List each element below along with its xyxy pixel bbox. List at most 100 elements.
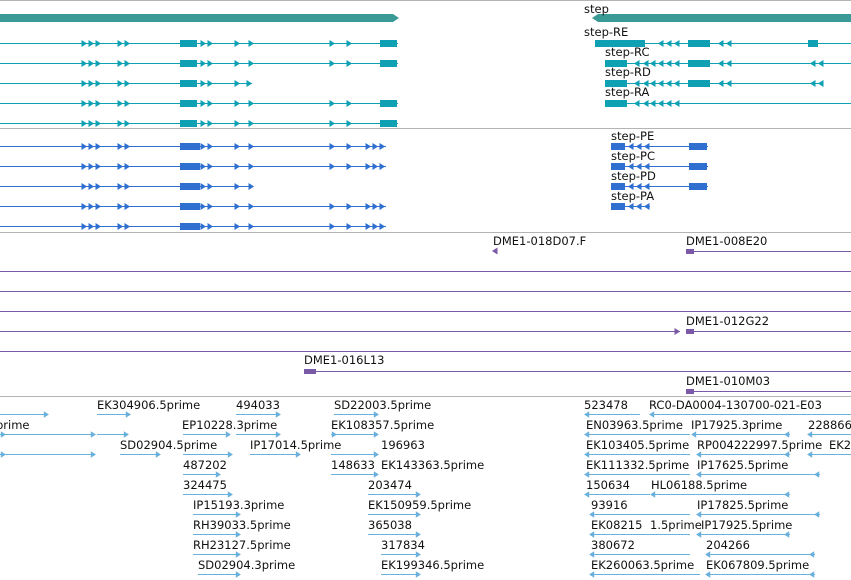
strand-arrow-right (95, 80, 102, 87)
strand-arrow-right (234, 40, 241, 47)
gene-bar-left[interactable] (0, 14, 399, 22)
est-label: EK067809.5prime (706, 558, 809, 572)
exon-block[interactable] (611, 163, 625, 170)
strand-arrow-right (88, 80, 95, 87)
est-label: 1.5prime (650, 518, 702, 532)
strand-arrow-right (95, 100, 102, 107)
clone-end[interactable] (304, 369, 316, 374)
exon-block[interactable] (380, 120, 397, 127)
exon-block[interactable] (611, 183, 625, 190)
exon-block[interactable] (380, 60, 397, 67)
strand-arrow-right (235, 531, 241, 538)
exon-block[interactable] (180, 163, 200, 170)
exon-block[interactable] (180, 143, 200, 150)
strand-arrow-right (81, 183, 88, 190)
strand-arrow-right (124, 143, 131, 150)
est-label: 487202 (183, 458, 227, 472)
strand-arrow-left (642, 60, 649, 67)
strand-arrow-left (814, 511, 820, 518)
clone-end[interactable] (686, 329, 694, 334)
exon-block[interactable] (180, 203, 200, 210)
strand-arrow-left (635, 143, 642, 150)
protein-label-step-pa: step-PA (611, 189, 654, 203)
exon-block[interactable] (605, 100, 627, 107)
est-label: 93916 (591, 498, 628, 512)
strand-arrow-right (365, 163, 372, 170)
strand-arrow-right (372, 203, 379, 210)
exon-block[interactable] (689, 163, 707, 170)
strand-arrow-left (491, 247, 498, 255)
strand-arrow-right (88, 60, 95, 67)
exon-block[interactable] (689, 183, 707, 190)
strand-arrow-right (365, 203, 372, 210)
strand-arrow-right (346, 223, 353, 230)
strand-arrow-left (633, 60, 640, 67)
strand-arrow-right (329, 223, 336, 230)
strand-arrow-right (234, 100, 241, 107)
est-label: EK08215 (591, 518, 642, 532)
strand-arrow-right (346, 60, 353, 67)
strand-arrow-left (584, 471, 590, 478)
strand-arrow-left (784, 531, 790, 538)
strand-arrow-right (117, 80, 124, 87)
exon-block[interactable] (180, 223, 200, 230)
strand-arrow-left (584, 491, 590, 498)
strand-arrow-right (95, 203, 102, 210)
strand-arrow-left (642, 100, 649, 107)
strand-arrow-right (207, 203, 214, 210)
strand-arrow-left (807, 451, 813, 458)
strand-arrow-left (725, 40, 732, 47)
strand-arrow-left (665, 40, 672, 47)
strand-arrow-left (642, 80, 649, 87)
strand-arrow-right (373, 451, 379, 458)
strand-arrow-right (207, 60, 214, 67)
exon-block[interactable] (611, 203, 625, 210)
strand-arrow-right (329, 40, 336, 47)
strand-arrow-left (649, 100, 656, 107)
strand-arrow-left (814, 471, 820, 478)
strand-arrow-right (124, 100, 131, 107)
strand-arrow-right (43, 411, 49, 418)
exon-block[interactable] (688, 60, 710, 67)
strand-arrow-right (200, 60, 207, 67)
clone-end[interactable] (686, 389, 694, 394)
est-label: 150634 (586, 478, 630, 492)
exon-block[interactable] (180, 40, 197, 47)
strand-arrow-left (584, 451, 590, 458)
est-label: EK199346.5prime (381, 558, 484, 572)
est-label: EK143363.5prime (381, 458, 484, 472)
exon-block[interactable] (180, 60, 197, 67)
strand-arrow-right (200, 120, 207, 127)
exon-block[interactable] (808, 40, 818, 47)
exon-block[interactable] (605, 60, 627, 67)
exon-block[interactable] (595, 40, 645, 47)
exon-block[interactable] (611, 143, 625, 150)
strand-arrow-right (125, 411, 131, 418)
exon-block[interactable] (180, 120, 197, 127)
exon-block[interactable] (380, 100, 397, 107)
exon-block[interactable] (180, 80, 197, 87)
strand-arrow-right (81, 120, 88, 127)
strand-arrow-right (95, 143, 102, 150)
gene-bar-step[interactable] (592, 14, 851, 22)
strand-arrow-right (248, 223, 255, 230)
strand-arrow-left (717, 60, 724, 67)
exon-block[interactable] (380, 40, 397, 47)
strand-arrow-right (200, 40, 207, 47)
gene-label-step: step (584, 2, 609, 16)
strand-arrow-right (207, 223, 214, 230)
clone-end[interactable] (686, 249, 694, 254)
est-label: 228866 (808, 418, 851, 432)
exon-block[interactable] (180, 100, 197, 107)
strand-arrow-left (657, 100, 664, 107)
strand-arrow-right (365, 223, 372, 230)
exon-block[interactable] (688, 80, 710, 87)
est-label: 365038 (368, 518, 412, 532)
exon-block[interactable] (605, 80, 627, 87)
strand-arrow-right (234, 143, 241, 150)
exon-block[interactable] (689, 143, 707, 150)
est-label: 494033 (236, 398, 280, 412)
exon-block[interactable] (688, 40, 710, 47)
exon-block[interactable] (180, 183, 200, 190)
strand-arrow-right (117, 183, 124, 190)
